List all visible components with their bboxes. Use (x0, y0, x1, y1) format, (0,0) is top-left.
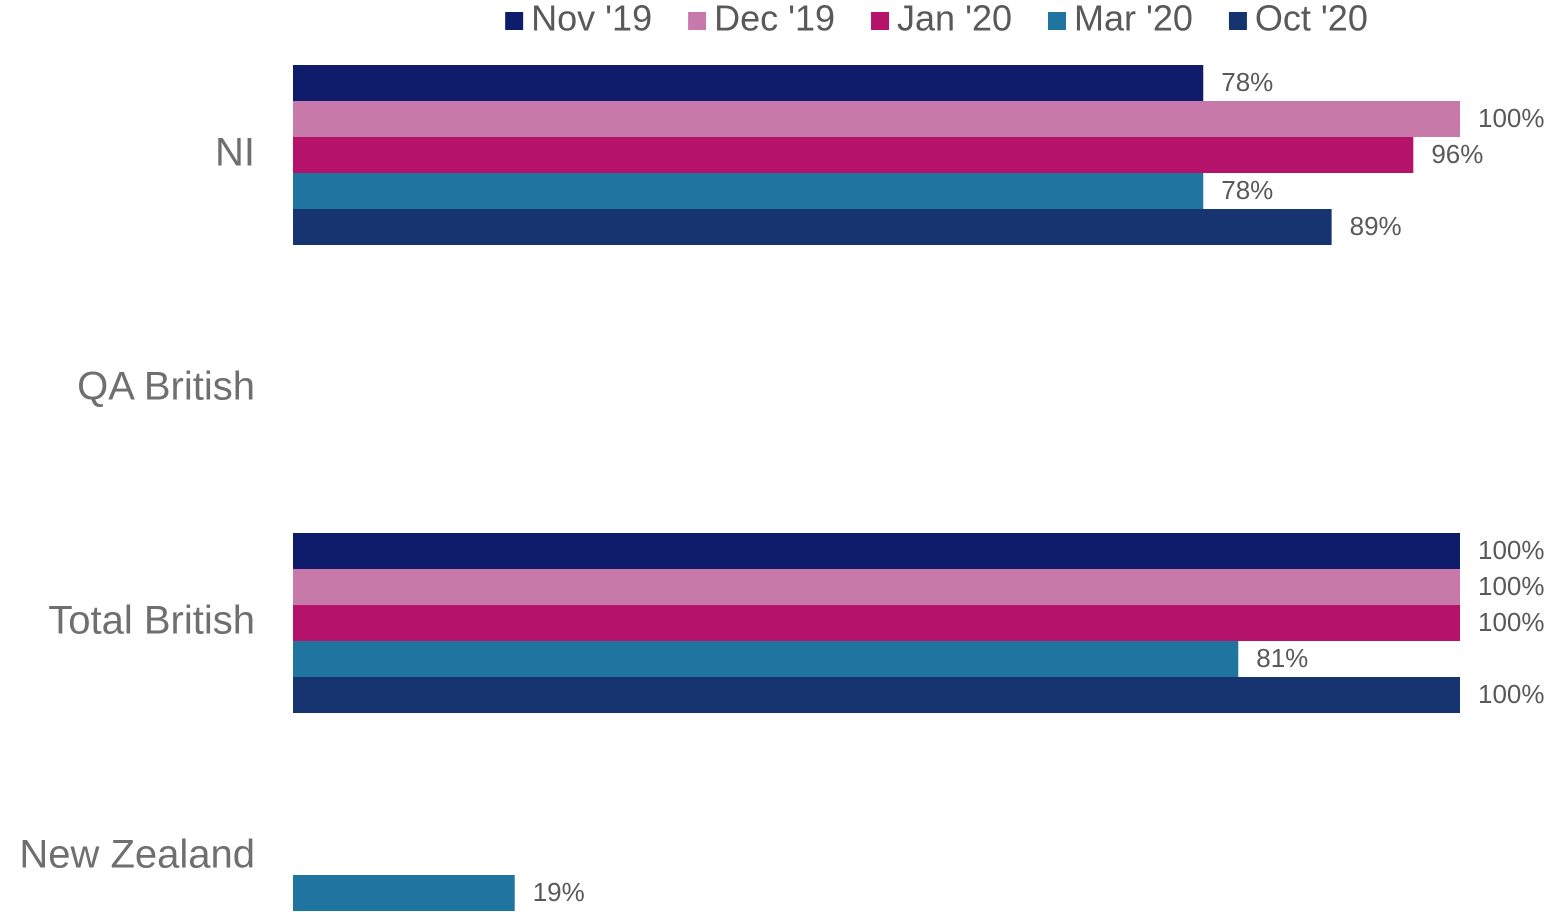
legend-swatch (871, 12, 890, 30)
bar (293, 605, 1460, 641)
value-label: 19% (533, 877, 585, 907)
bar (293, 641, 1239, 677)
bar (293, 137, 1414, 173)
bar (293, 533, 1460, 569)
legend-label: Mar '20 (1074, 0, 1193, 39)
legend-label: Jan '20 (897, 0, 1012, 39)
value-label: 100% (1478, 679, 1545, 709)
category-label: QA British (77, 365, 255, 409)
bar (293, 101, 1460, 137)
value-label: 96% (1431, 139, 1483, 169)
category-label: NI (215, 131, 255, 175)
value-label: 100% (1478, 607, 1545, 637)
category-label: New Zealand (19, 833, 255, 877)
legend-label: Nov '19 (531, 0, 652, 39)
legend-swatch (1048, 12, 1066, 30)
value-label: 100% (1478, 571, 1545, 601)
bar (293, 65, 1204, 101)
legend-swatch (688, 12, 707, 30)
legend-swatch (505, 12, 524, 30)
value-label: 89% (1350, 211, 1402, 241)
bar (293, 173, 1204, 209)
bar (293, 875, 515, 911)
bar (293, 677, 1460, 713)
category-label: Total British (48, 599, 255, 643)
value-label: 78% (1221, 67, 1273, 97)
legend-label: Dec '19 (714, 0, 835, 39)
value-label: 100% (1478, 103, 1545, 133)
legend-swatch (1228, 12, 1247, 30)
legend-label: Oct '20 (1255, 0, 1368, 39)
bar (293, 209, 1332, 245)
value-label: 78% (1221, 175, 1273, 205)
value-label: 100% (1478, 535, 1545, 565)
bar (293, 569, 1460, 605)
value-label: 81% (1256, 643, 1308, 673)
